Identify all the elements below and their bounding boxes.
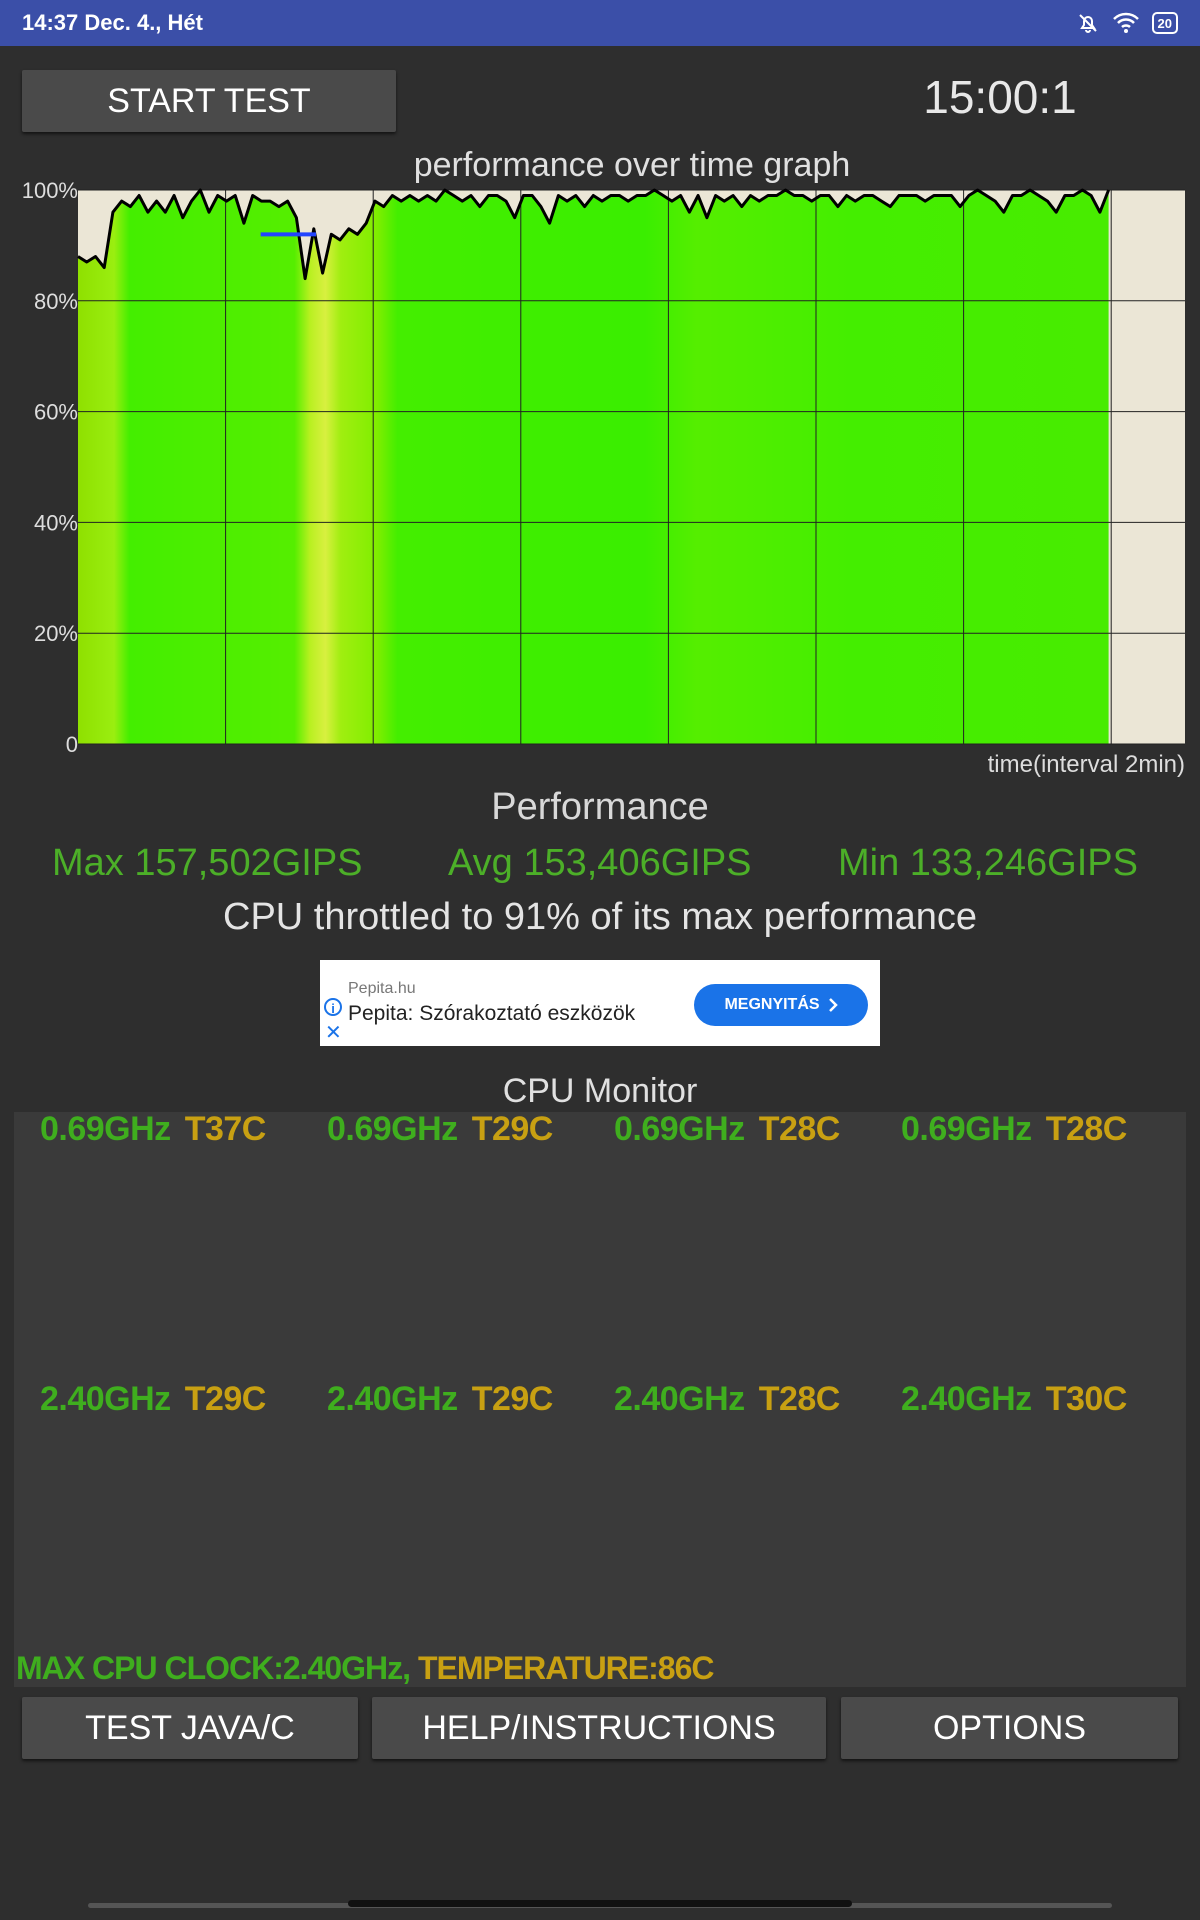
ad-open-button[interactable]: MEGNYITÁS — [694, 984, 868, 1026]
core-frequency: 0.69GHz — [40, 1110, 171, 1148]
core-temperature: T29C — [184, 1380, 267, 1418]
ad-domain: Pepita.hu — [348, 980, 416, 997]
core-label-4: 0.69GHz T28C — [901, 1110, 1127, 1149]
core-frequency: 0.69GHz — [901, 1110, 1032, 1148]
cpu-summary: MAX CPU CLOCK:2.40GHz, TEMPERATURE:86C — [16, 1650, 715, 1687]
y-tick-label: 40% — [34, 510, 78, 535]
core-frequency: 0.69GHz — [327, 1110, 458, 1148]
core-frequency: 2.40GHz — [327, 1380, 458, 1418]
y-tick-label: 100% — [22, 180, 78, 203]
core-temperature: T28C — [1045, 1110, 1128, 1148]
core-label-8: 2.40GHz T30C — [901, 1380, 1127, 1419]
chart-grid — [78, 189, 1185, 745]
core-temperature: T28C — [758, 1380, 841, 1418]
throttle-summary: CPU throttled to 91% of its max performa… — [223, 896, 977, 938]
core-label-3: 0.69GHz T28C — [614, 1110, 840, 1149]
ad-text: Pepita: Szórakoztató eszközök — [348, 1002, 636, 1025]
help-instructions-button[interactable]: HELP/INSTRUCTIONS — [372, 1697, 826, 1759]
ad-info-icon[interactable]: i — [324, 998, 342, 1016]
core-temperature: T37C — [184, 1110, 267, 1148]
y-tick-label: 0 — [66, 732, 78, 757]
status-time-date: 14:37 Dec. 4., Hét — [22, 10, 203, 35]
core-frequency: 0.69GHz — [614, 1110, 745, 1148]
test-java-c-button[interactable]: TEST JAVA/C — [22, 1697, 358, 1759]
status-bar: 14:37 Dec. 4., Hét 20 — [0, 0, 1200, 46]
chart-lines — [77, 188, 1110, 281]
core-temperature: T29C — [471, 1380, 554, 1418]
core-temperature: T30C — [1045, 1380, 1128, 1418]
avg-performance: Avg 153,406GIPS — [448, 842, 752, 884]
ad-banner[interactable]: i ✕ Pepita.hu Pepita: Szórakoztató eszkö… — [320, 960, 880, 1046]
bell-off-icon — [1078, 14, 1097, 33]
y-tick-label: 80% — [34, 289, 78, 314]
core-frequency: 2.40GHz — [901, 1380, 1032, 1418]
core-label-6: 2.40GHz T29C — [327, 1380, 553, 1419]
chart-fill-area — [78, 190, 1109, 744]
status-icons: 20 — [1076, 11, 1178, 35]
chart-x-axis-label: time(interval 2min) — [988, 751, 1185, 778]
max-temperature: TEMPERATURE:86C — [410, 1650, 715, 1686]
core-temperature: T29C — [471, 1110, 554, 1148]
performance-line — [77, 188, 1110, 281]
min-performance: Min 133,246GIPS — [838, 842, 1138, 884]
max-cpu-clock: MAX CPU CLOCK:2.40GHz, — [16, 1650, 411, 1686]
core-label-1: 0.69GHz T37C — [40, 1110, 266, 1149]
core-label-7: 2.40GHz T28C — [614, 1380, 840, 1419]
cpu-monitor-panel — [14, 1112, 1186, 1687]
core-label-2: 0.69GHz T29C — [327, 1110, 553, 1149]
core-frequency: 2.40GHz — [40, 1380, 171, 1418]
battery-level: 20 — [1157, 15, 1172, 31]
graph-title: performance over time graph — [413, 146, 851, 184]
chevron-right-icon — [828, 998, 838, 1012]
wifi-icon — [1112, 12, 1139, 33]
performance-chart: 100% 80% 60% 40% 20% 0 time(interval 2min) — [22, 180, 1185, 778]
performance-fill — [78, 190, 1109, 744]
cpu-monitor-title: CPU Monitor — [502, 1072, 698, 1110]
core-temperature: T28C — [758, 1110, 841, 1148]
chart-y-ticks: 100% 80% 60% 40% 20% 0 — [22, 180, 78, 757]
home-gesture-handle[interactable] — [348, 1900, 852, 1907]
core-frequency: 2.40GHz — [614, 1380, 745, 1418]
options-button[interactable]: OPTIONS — [841, 1697, 1178, 1759]
test-timer: 15:00:1 — [923, 71, 1077, 123]
y-tick-label: 60% — [34, 400, 78, 425]
core-label-5: 2.40GHz T29C — [40, 1380, 266, 1419]
battery-icon: 20 — [1151, 12, 1178, 34]
ad-close-icon[interactable]: ✕ — [325, 1022, 342, 1044]
y-tick-label: 20% — [34, 621, 78, 646]
performance-heading: Performance — [491, 786, 709, 828]
ad-open-label: MEGNYITÁS — [724, 996, 820, 1013]
max-performance: Max 157,502GIPS — [52, 842, 363, 884]
start-test-button[interactable]: START TEST — [22, 70, 396, 132]
